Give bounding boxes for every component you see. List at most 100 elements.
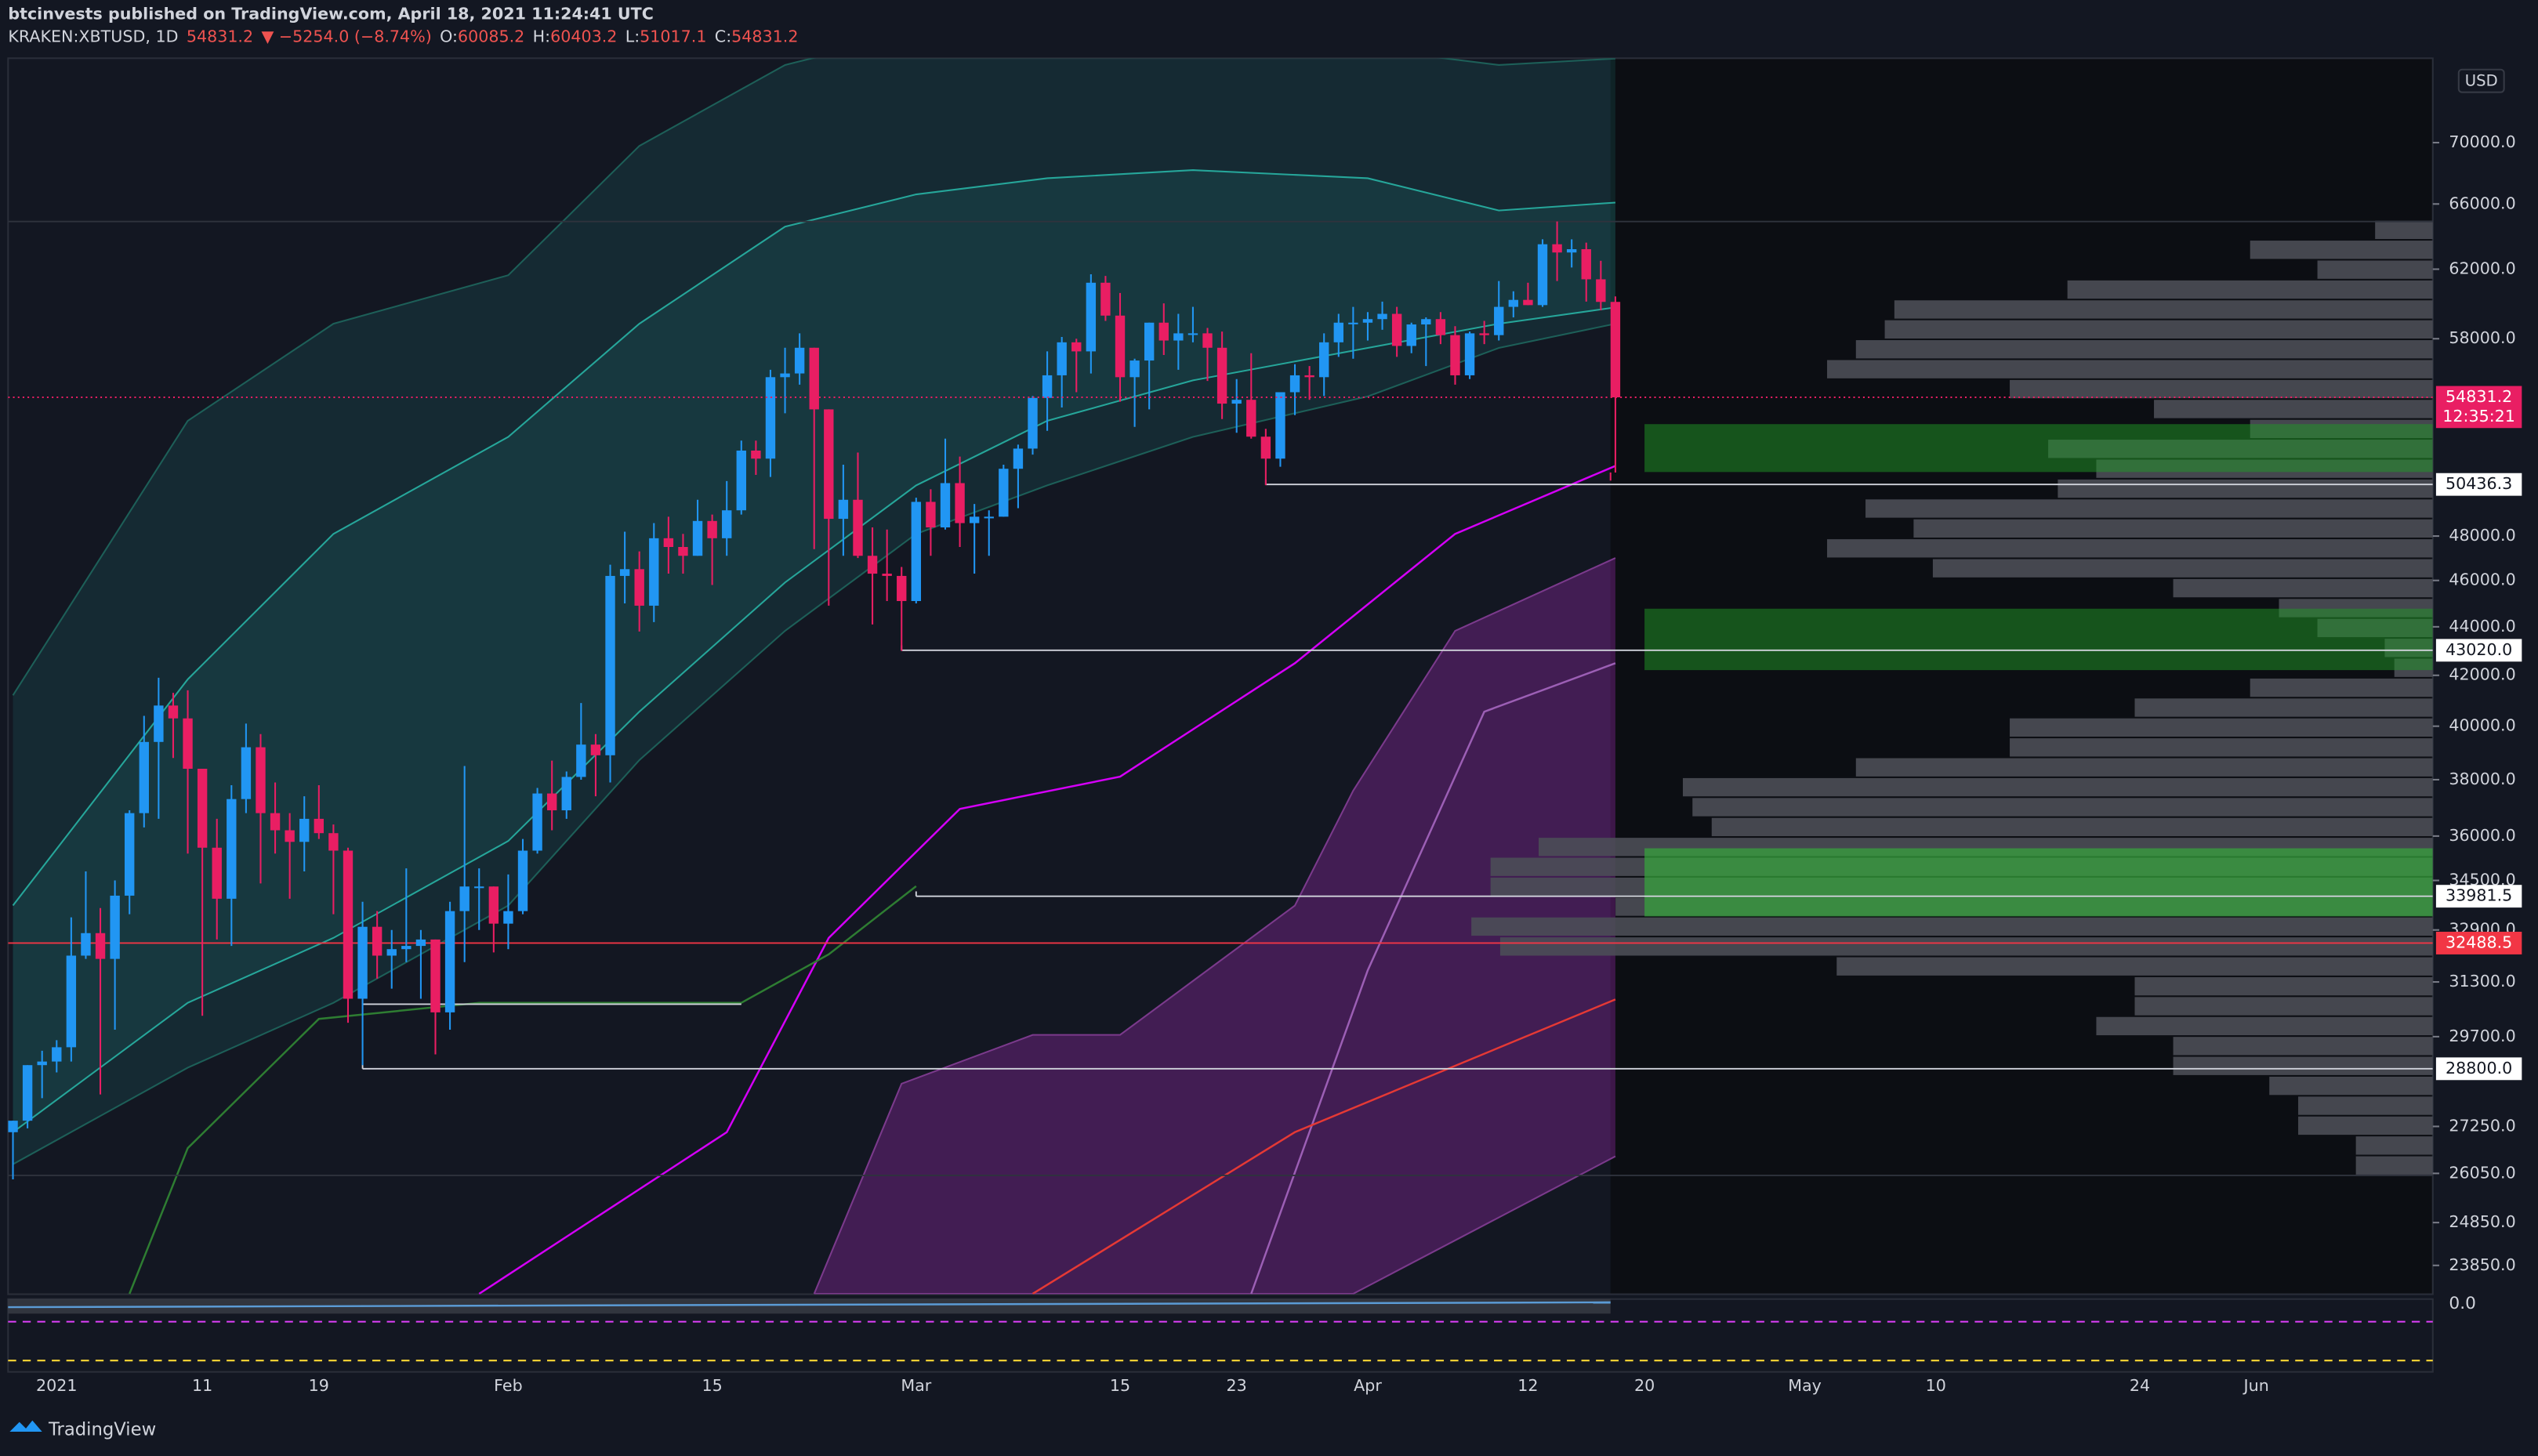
volume-profile-row: [2355, 1136, 2433, 1155]
currency-badge[interactable]: [2457, 68, 2505, 93]
last-price: 54831.2: [187, 27, 253, 45]
candle-body: [984, 516, 994, 519]
y-tick-label: 42000.0: [2449, 665, 2515, 684]
candle-body: [125, 813, 135, 896]
volume-profile-row: [2250, 678, 2433, 697]
candle-body: [401, 946, 412, 950]
c-label: C:: [715, 27, 731, 45]
y-tick-label: 58000.0: [2449, 328, 2515, 347]
y-tick-label: 26050.0: [2449, 1163, 2515, 1182]
candle-body: [227, 799, 237, 899]
volume-profile-row: [1894, 300, 2433, 319]
candle-body: [853, 499, 863, 556]
y-tick-label: 46000.0: [2449, 570, 2515, 589]
candle-body: [517, 850, 528, 911]
band-edge: [13, 323, 1616, 1165]
volume-profile-row: [2134, 976, 2433, 996]
candle-body: [1464, 333, 1475, 375]
volume-profile-row: [1855, 340, 2433, 359]
candle-body: [955, 483, 965, 523]
candle-body: [459, 886, 470, 911]
candle-body: [1260, 436, 1271, 459]
volume-profile-row: [2134, 698, 2433, 717]
l-label: L:: [625, 27, 640, 45]
candle-body: [488, 886, 499, 924]
candle-body: [561, 777, 571, 811]
support-zone: [1644, 608, 2433, 671]
volume-profile-row: [1865, 499, 2433, 518]
indicator-line: [1032, 998, 1616, 1295]
candle-body: [154, 705, 164, 742]
candle-body: [1566, 248, 1577, 253]
candle-body: [794, 347, 805, 374]
y-tick-label: 34500.0: [2449, 871, 2515, 889]
candle-body: [1348, 322, 1358, 324]
candle-body: [1275, 392, 1285, 459]
volume-profile-row: [2375, 220, 2433, 239]
candle-body: [736, 450, 746, 511]
candle-body: [1333, 322, 1343, 342]
volume-profile-row: [2010, 379, 2433, 399]
candle-body: [780, 373, 790, 378]
candle-body: [1508, 299, 1519, 307]
publisher-line: btcinvests published on TradingView.com,…: [8, 5, 654, 24]
volume-profile-row: [1932, 559, 2433, 578]
level-label: 43020.0: [2446, 640, 2512, 659]
candle-body: [1173, 333, 1184, 341]
candle-body: [139, 741, 149, 813]
y-tick-label: 66000.0: [2449, 194, 2515, 212]
candle-body: [1246, 400, 1256, 437]
volume-profile-row: [1711, 817, 2433, 837]
candle-body: [751, 450, 761, 459]
plot-area: [8, 58, 2433, 1295]
x-tick-label: 11: [192, 1376, 212, 1395]
volume-profile-row: [1692, 798, 2433, 817]
candle-body: [634, 569, 644, 606]
candle-body: [619, 569, 630, 576]
o-label: O:: [440, 27, 458, 45]
candle-body: [663, 538, 674, 548]
candle-body: [1115, 315, 1126, 378]
candle-body: [1071, 342, 1082, 352]
candle-body: [37, 1061, 47, 1066]
candle-body: [1216, 347, 1227, 404]
h-label: H:: [533, 27, 550, 45]
x-tick-label: May: [1788, 1376, 1822, 1395]
candle-body: [969, 516, 980, 523]
candle-body: [343, 850, 354, 999]
candle-body: [838, 499, 849, 520]
volume-profile-row: [2134, 997, 2433, 1016]
candle-body: [1450, 335, 1460, 375]
y-tick-label: 27250.0: [2449, 1116, 2515, 1135]
price-axis: 70000.0 66000.0 62000.0 58000.0 48000.0 46000…: [2432, 132, 2522, 1274]
candle-body: [546, 793, 557, 811]
candle-body: [197, 769, 208, 848]
y-tick-label: 36000.0: [2449, 826, 2515, 845]
candle-body: [168, 705, 179, 719]
open: 60085.2: [458, 27, 524, 45]
y-tick-label: 23850.0: [2449, 1255, 2515, 1274]
y-tick-label: 24850.0: [2449, 1212, 2515, 1231]
candle-body: [692, 520, 703, 556]
price-label-box: [2435, 386, 2522, 429]
candle-body: [867, 556, 878, 574]
level-label-box: [2435, 1057, 2522, 1081]
volume-profile-row: [2173, 1037, 2433, 1056]
y-tick-label: 38000.0: [2449, 770, 2515, 788]
candle-body: [926, 502, 936, 528]
candle-body: [1028, 397, 1038, 449]
candle-body: [1100, 282, 1111, 316]
candle-body: [1202, 333, 1213, 348]
candle-body: [430, 939, 441, 1012]
volume-profile-row: [1826, 539, 2433, 558]
volume-profile-row: [2067, 280, 2433, 299]
volume-profile-row: [2269, 1076, 2433, 1096]
candle-body: [765, 377, 776, 459]
band-edge: [814, 1155, 1616, 1295]
candle-body: [95, 933, 106, 959]
candle-body: [1187, 333, 1198, 335]
candle-body: [241, 747, 252, 799]
candle-body: [8, 1121, 18, 1132]
volume-profile-row: [2317, 260, 2433, 279]
band-edge: [12, 58, 1615, 696]
